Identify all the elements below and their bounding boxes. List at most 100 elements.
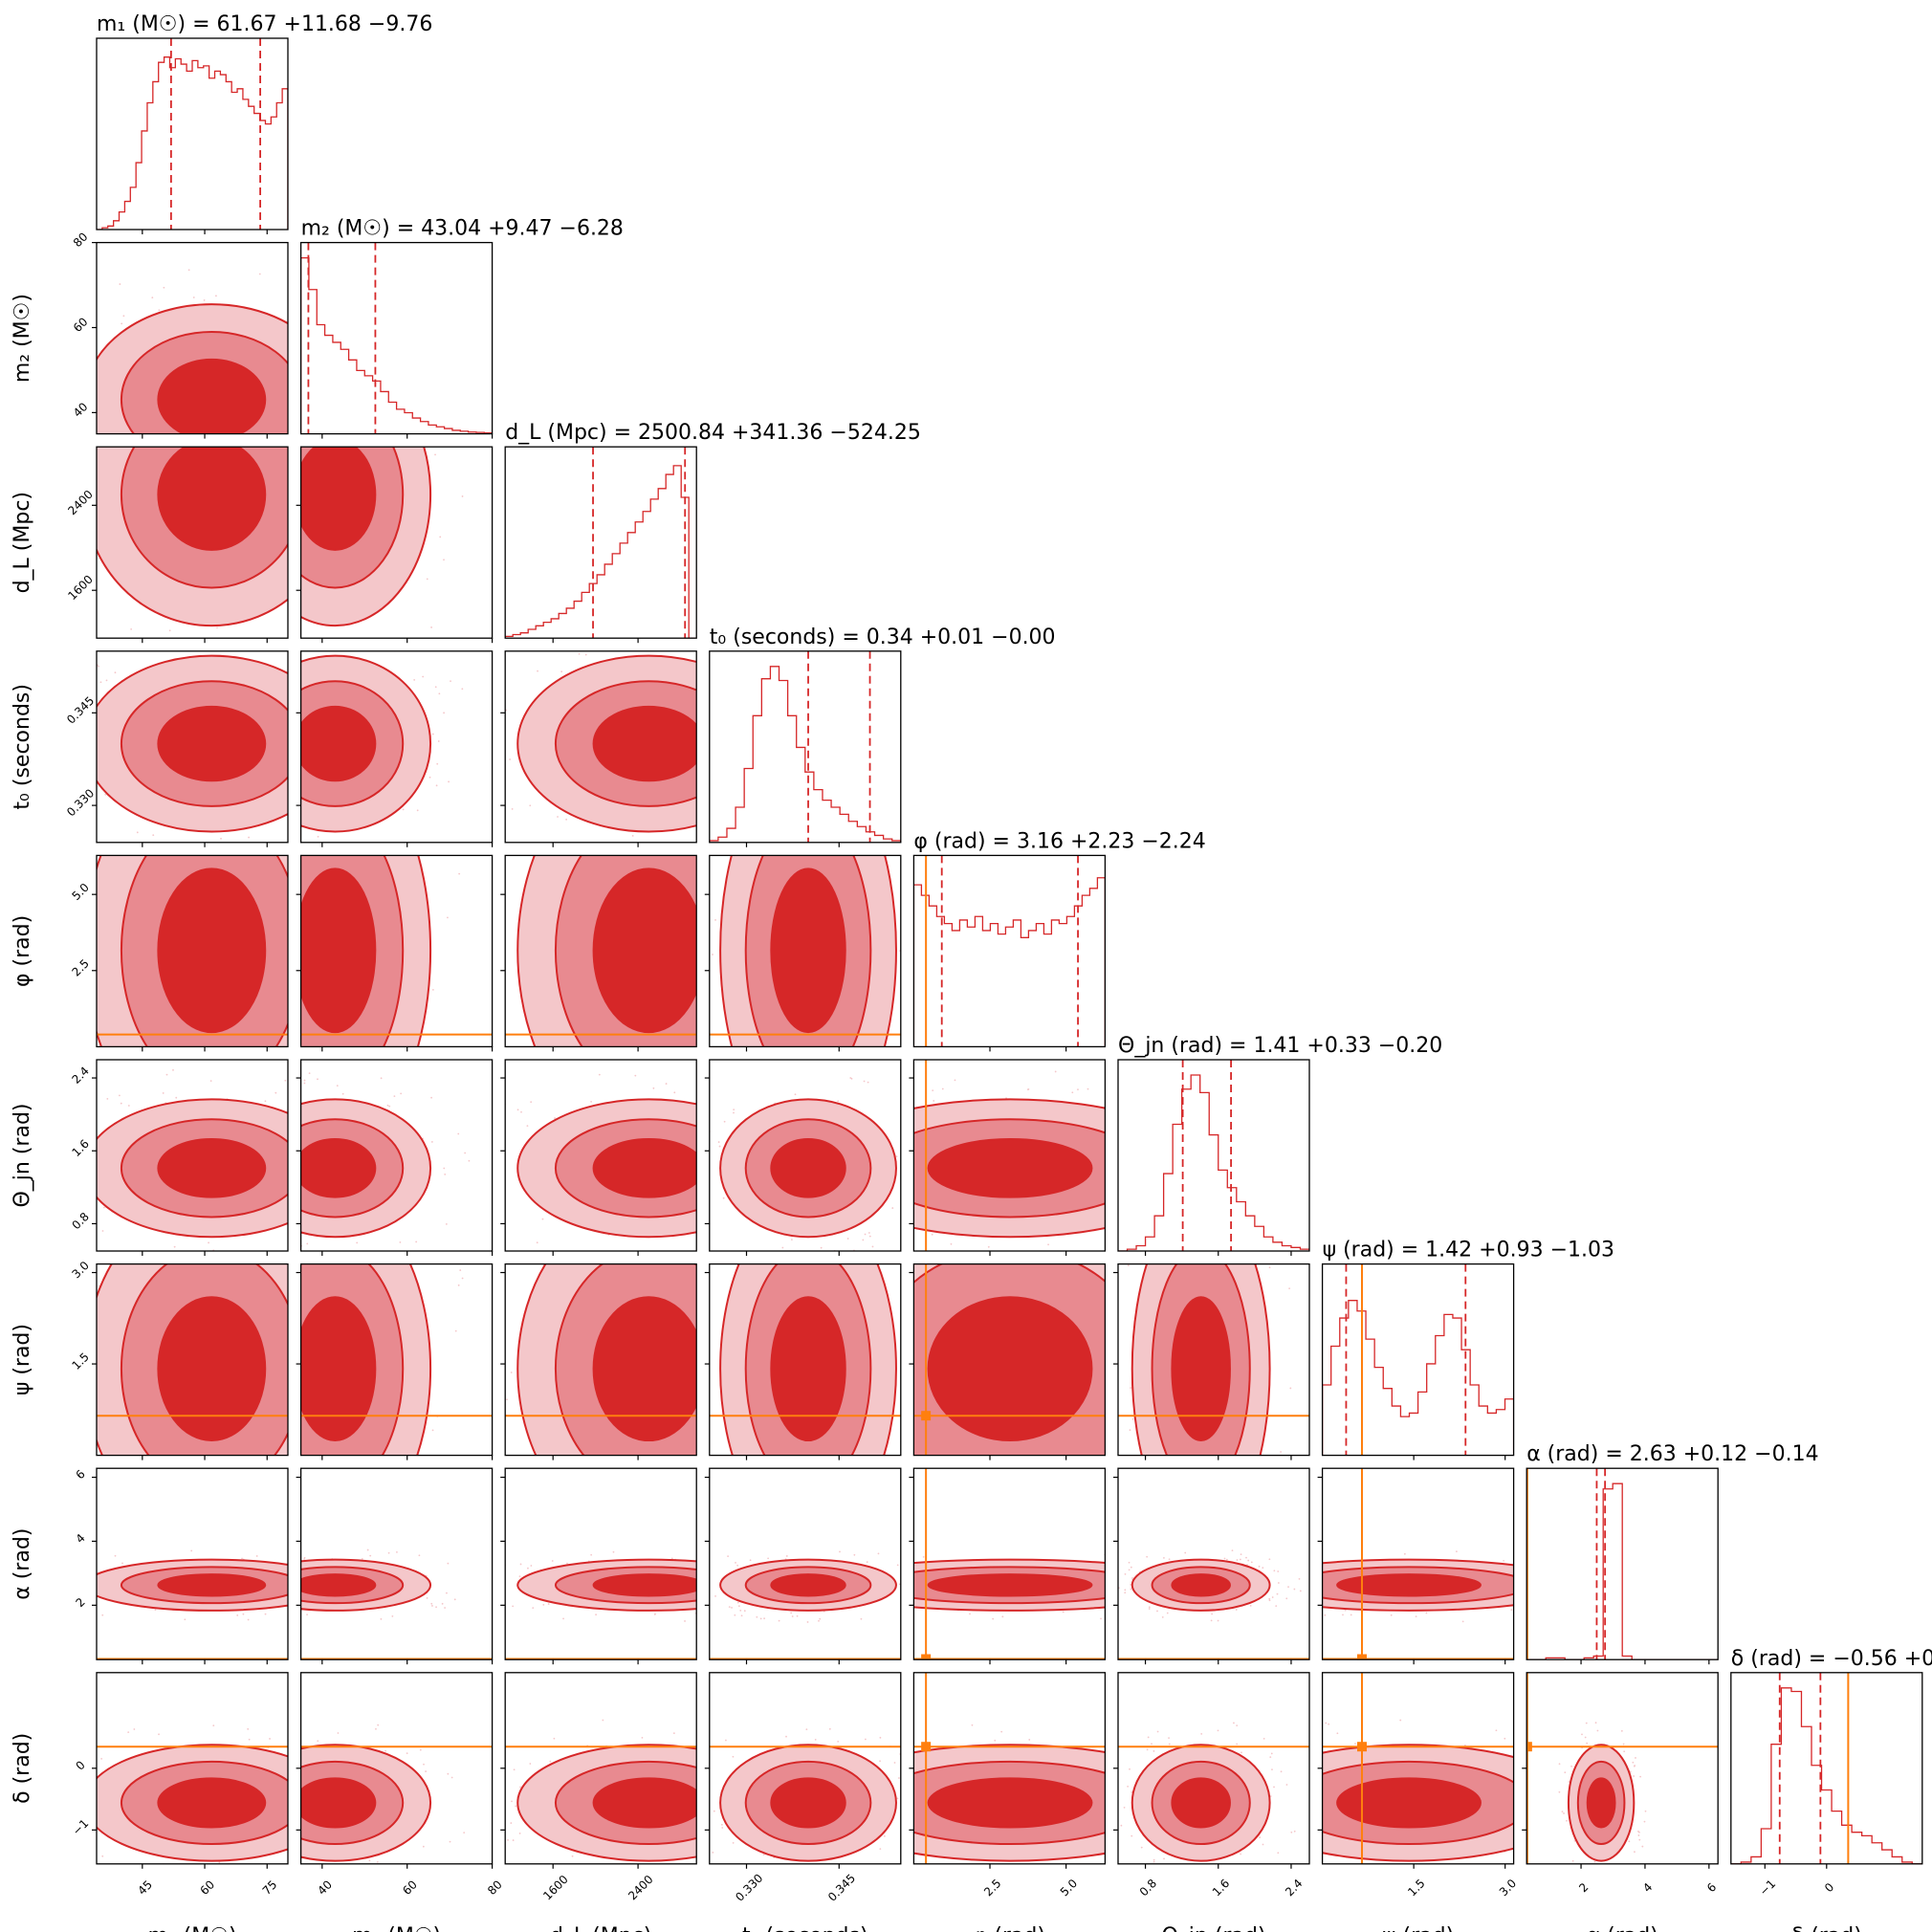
- truth-point-psi-delta: [1357, 1742, 1368, 1752]
- yticklabel-phi-1: 5.0: [69, 881, 91, 903]
- yticklabel-m2-2: 80: [71, 230, 91, 250]
- ylabel-delta: δ (rad): [11, 1733, 34, 1804]
- title-alpha: α (rad) = 2.63 +0.12 −0.14: [1526, 1442, 1818, 1466]
- frame-4-2: [504, 854, 697, 1048]
- title-delta: δ (rad) = −0.56 +0.46 −0.20: [1731, 1647, 1932, 1671]
- contour-m2-dL-3: [300, 447, 377, 551]
- ylabel-phi: φ (rad): [11, 915, 34, 987]
- panel-phi-marginal: [913, 855, 1106, 1047]
- ylabel-psi: ψ (rad): [11, 1324, 34, 1395]
- panel-m1-marginal: [97, 38, 288, 230]
- frame-6-2: [504, 1262, 697, 1457]
- xticklabel-m2-0: 40: [315, 1877, 335, 1898]
- histogram-m1: [97, 56, 288, 230]
- truth-point-phi-psi: [921, 1411, 932, 1421]
- contour-dL-t0-3: [592, 705, 697, 782]
- ylabel-t0: t₀ (seconds): [11, 684, 34, 810]
- xticklabel-m2-1: 60: [400, 1877, 420, 1898]
- xticklabel-t0-1: 0.345: [825, 1872, 858, 1904]
- contour-t0-delta-3: [770, 1777, 846, 1829]
- frame-7-2: [504, 1467, 697, 1660]
- xlabel-psi: ψ (rad): [1382, 1924, 1454, 1932]
- frame-5-2: [504, 1059, 697, 1252]
- truth-point-phi-delta: [921, 1742, 932, 1752]
- contour-m1-phi-3: [157, 867, 267, 1034]
- panel-m2-marginal: [300, 242, 493, 434]
- panel-alpha-marginal: [1526, 1468, 1719, 1660]
- yticklabel-alpha-1: 4: [74, 1531, 88, 1546]
- xlabel-m2: m₂ (M☉): [352, 1924, 441, 1932]
- yticklabel-psi-0: 1.5: [69, 1350, 91, 1372]
- frame-4-1: [299, 854, 494, 1048]
- frame-5-0: [96, 1059, 289, 1252]
- panel-theta_jn-vs-delta: [1118, 1722, 1309, 1863]
- panel-t0-vs-delta: [709, 1727, 901, 1862]
- panel-grid: 406080160024000.3300.3452.55.00.81.62.41…: [64, 37, 1923, 1904]
- panel-dL-vs-t0: [505, 652, 697, 837]
- histogram-m2: [300, 256, 493, 434]
- frame-5-5: [1117, 1059, 1310, 1252]
- frame-8-8: [1730, 1672, 1923, 1865]
- histogram-psi: [1322, 1300, 1514, 1456]
- contour-phi-theta_jn-3: [927, 1138, 1093, 1198]
- frame-7-0: [96, 1467, 289, 1660]
- panel-m1-vs-alpha: [97, 1549, 288, 1660]
- frame-2-1: [299, 446, 494, 639]
- yticklabel-dL-0: 1600: [65, 573, 95, 603]
- contour-m1-theta_jn-3: [157, 1138, 267, 1198]
- panel-dL-vs-alpha: [505, 1550, 697, 1660]
- frame-6-5: [1117, 1262, 1310, 1457]
- panel-m2-vs-theta_jn: [300, 1072, 471, 1247]
- xticklabel-t0-0: 0.330: [733, 1872, 765, 1904]
- histogram-dL: [505, 465, 697, 639]
- panel-t0-vs-psi: [709, 1263, 901, 1456]
- contour-theta_jn-psi-3: [1171, 1296, 1231, 1442]
- panel-t0-vs-alpha: [709, 1550, 901, 1660]
- panel-alpha-vs-delta: [1526, 1672, 1719, 1864]
- contour-m2-delta-3: [300, 1777, 377, 1829]
- title-phi: φ (rad) = 3.16 +2.23 −2.24: [913, 829, 1205, 853]
- frame-7-5: [1117, 1467, 1310, 1660]
- xlabel-delta: δ (rad): [1791, 1924, 1862, 1932]
- contour-t0-psi-3: [770, 1296, 846, 1442]
- yticklabel-theta_jn-2: 2.4: [69, 1065, 91, 1087]
- panel-m1-vs-phi: [97, 855, 288, 1047]
- contour-dL-phi-3: [592, 867, 697, 1034]
- frame-7-7: [1526, 1467, 1719, 1660]
- contour-dL-theta_jn-3: [592, 1138, 697, 1198]
- xlabel-m1: m₁ (M☉): [147, 1924, 236, 1932]
- panel-m1-vs-m2: [97, 269, 288, 434]
- contour-t0-phi-3: [770, 867, 846, 1034]
- contour-theta_jn-alpha-3: [1171, 1573, 1231, 1597]
- panel-phi-vs-delta: [913, 1672, 1106, 1864]
- frame-1-0: [96, 241, 289, 435]
- xticklabel-alpha-1: 4: [1640, 1880, 1655, 1895]
- panel-theta_jn-marginal: [1118, 1060, 1309, 1251]
- panel-phi-vs-theta_jn: [913, 1060, 1106, 1251]
- yticklabel-phi-0: 2.5: [69, 956, 91, 978]
- xlabel-t0: t₀ (seconds): [742, 1924, 868, 1932]
- contour-psi-alpha-3: [1336, 1573, 1482, 1597]
- frame-1-1: [299, 241, 494, 435]
- xticklabel-m1-0: 45: [135, 1877, 155, 1898]
- yticklabel-alpha-2: 6: [74, 1467, 88, 1482]
- contour-t0-theta_jn-3: [770, 1138, 846, 1198]
- frame-6-0: [96, 1262, 289, 1457]
- ylabel-m2: m₂ (M☉): [11, 294, 34, 383]
- marginal-titles: m₁ (M☉) = 61.67 +11.68 −9.76 m₂ (M☉) = 4…: [97, 12, 1932, 1671]
- panel-t0-marginal: [709, 650, 901, 843]
- contour-dL-delta-3: [592, 1777, 697, 1829]
- frame-2-0: [96, 446, 289, 639]
- histogram-t0: [709, 666, 901, 843]
- ylabel-alpha: α (rad): [11, 1528, 34, 1600]
- xticklabel-alpha-2: 6: [1704, 1880, 1719, 1895]
- frame-7-6: [1321, 1467, 1515, 1660]
- frame-4-4: [912, 854, 1107, 1048]
- xticklabel-theta_jn-0: 0.8: [1137, 1877, 1159, 1899]
- panel-m2-vs-alpha: [300, 1548, 493, 1660]
- contour-m2-phi-3: [300, 867, 377, 1034]
- panel-theta_jn-vs-alpha: [1118, 1549, 1309, 1660]
- panel-m2-vs-dL: [300, 447, 464, 628]
- xticklabel-m1-2: 75: [260, 1877, 280, 1898]
- xlabel-theta-jn: Θ_jn (rad): [1161, 1924, 1265, 1932]
